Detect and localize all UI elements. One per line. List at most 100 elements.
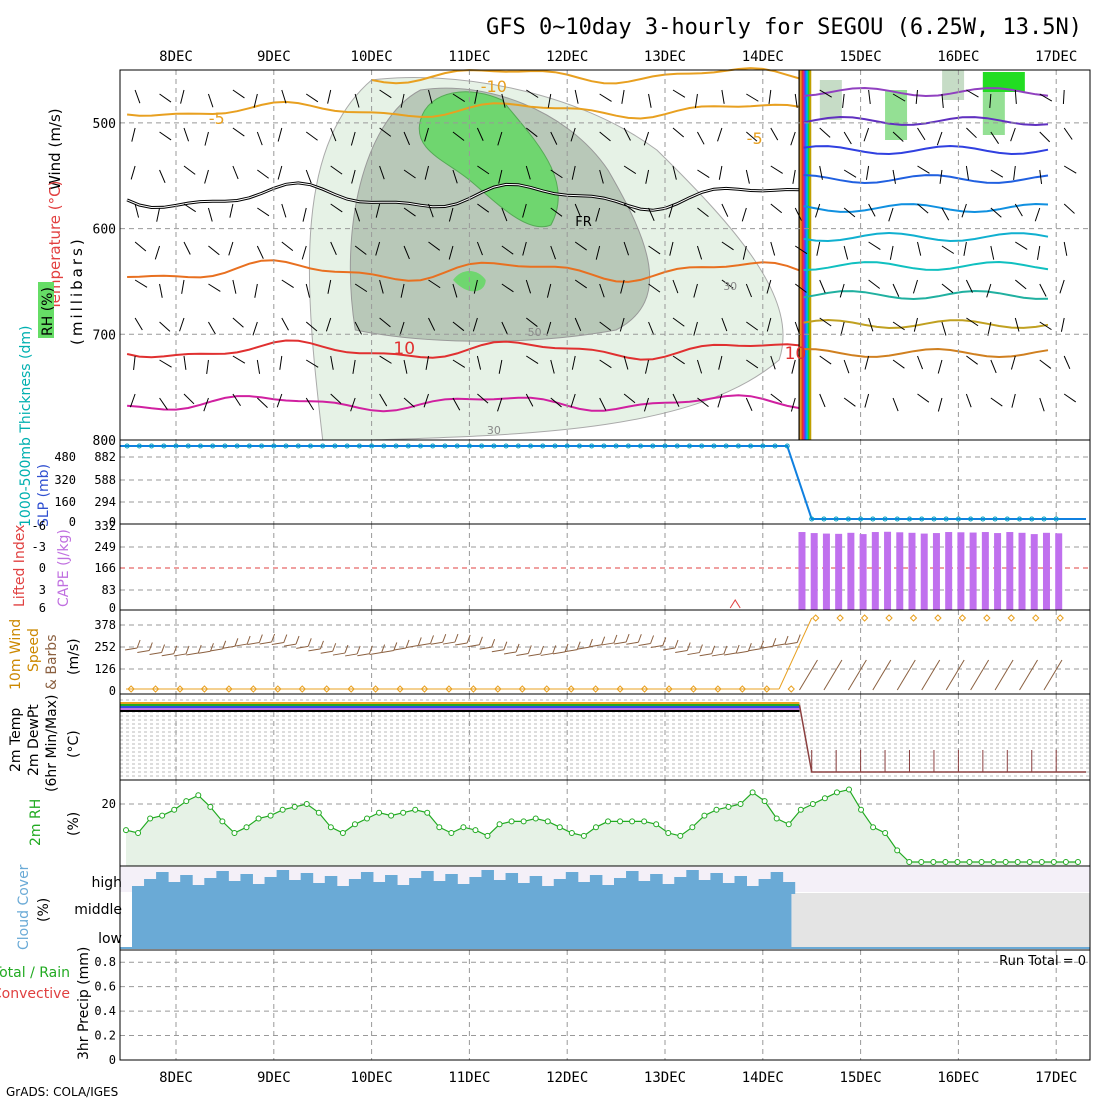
wind-barb: [696, 359, 703, 374]
rh2m-point: [894, 847, 901, 854]
wind-barb: [791, 359, 796, 374]
bottom-day-label: 16DEC: [937, 1070, 979, 1086]
cloud-level-high: high: [91, 875, 122, 891]
rh-patch: [819, 80, 842, 120]
contour-label: -5: [209, 109, 225, 128]
wind-barb: [1014, 89, 1017, 104]
rh2m-point: [388, 812, 395, 819]
wind-barb: [472, 317, 478, 332]
wind10-point: [249, 685, 258, 693]
wind-barb: [697, 131, 705, 145]
wind10-barb: [970, 659, 990, 691]
wind-barb: [892, 169, 896, 184]
rh2m-point: [858, 806, 865, 813]
wind-barb: [672, 165, 677, 180]
wind-barb: [252, 321, 258, 336]
cloud-high-bar: [445, 874, 458, 894]
wind-barb: [770, 203, 783, 214]
slp-point: [772, 443, 778, 449]
wind-barb: [134, 89, 141, 104]
wind-barb: [1039, 397, 1045, 412]
wind-barb: [717, 393, 723, 408]
wind-barb: [819, 317, 832, 327]
rh2m-point: [978, 859, 985, 865]
rh2m-point: [183, 798, 190, 805]
wind-barb: [134, 279, 148, 288]
rh2m-point: [1074, 859, 1081, 865]
wind10-barb-flag: [576, 641, 581, 650]
wind-barb: [620, 279, 625, 294]
rh-patch: [885, 90, 908, 140]
wind10-barb: [1043, 659, 1063, 691]
wind-barb: [571, 355, 576, 370]
credit-label: GrADS: COLA/IGES: [6, 1085, 118, 1099]
slp-point: [271, 443, 277, 449]
slp-point: [821, 516, 827, 522]
wind-barb: [766, 317, 772, 332]
wind-barb: [232, 355, 246, 364]
precip-tick: 0.6: [94, 980, 116, 994]
rh2m-tick: 20: [102, 797, 116, 811]
wind-barb: [354, 245, 367, 255]
slp-point: [845, 516, 851, 522]
wind-barb: [375, 241, 381, 256]
wind-barb: [917, 203, 929, 214]
wind10-barb-flag: [711, 645, 716, 654]
contour-line: [803, 86, 1049, 98]
wind10-barb-flag: [283, 634, 288, 643]
precip-panel-frame: [119, 949, 1091, 1061]
rh2m-point: [400, 809, 407, 816]
rh2m-point: [773, 815, 780, 822]
wind-barb: [963, 241, 967, 256]
wind10-barb: [921, 659, 941, 691]
wind-barb: [621, 89, 625, 104]
wind-barb: [623, 393, 636, 404]
wind-barb: [645, 359, 650, 374]
rh-patch: [982, 72, 1025, 92]
slp-point: [748, 443, 754, 449]
wind-barb: [643, 397, 650, 412]
wind-barb: [941, 283, 954, 294]
slp-point: [711, 443, 717, 449]
wind10-barb: [638, 643, 651, 646]
wind-barb: [305, 283, 311, 298]
wind-barb: [599, 321, 612, 331]
cloud-high-bar: [276, 870, 290, 894]
slp-point: [307, 443, 313, 449]
wind-barb: [888, 207, 894, 222]
run-total-label: Run Total = 0: [999, 954, 1086, 969]
wind10-barb: [552, 651, 566, 655]
wind10-barb: [896, 659, 916, 691]
wind-barb: [452, 321, 465, 332]
cloud-high-bar: [252, 884, 265, 894]
wind-barb: [403, 245, 410, 260]
cape-bar: [1018, 532, 1026, 610]
wind-barb: [525, 165, 531, 180]
slp-point: [515, 443, 521, 449]
wind10-barb: [247, 642, 260, 646]
wind-barb: [379, 393, 388, 407]
cloud-high-bar: [758, 879, 772, 894]
wind-barb: [648, 93, 652, 108]
wind-barb: [868, 317, 874, 332]
slp-point: [503, 443, 509, 449]
slp-point: [405, 443, 411, 449]
rh2m-point: [303, 801, 310, 807]
wind-barb: [425, 355, 429, 370]
wind-barb: [281, 89, 287, 104]
wind-barb: [990, 131, 1000, 144]
rh2m-point: [135, 830, 142, 836]
wind-barb: [917, 127, 926, 141]
temp2m-label-1: 2m Temp: [8, 708, 24, 772]
wind10-point: [518, 685, 527, 693]
slp-point: [735, 443, 741, 449]
wind10-barb: [235, 643, 248, 647]
cloud-cover-panel: high middle low Cloud Cover (%): [16, 864, 1091, 951]
cloud-fill: [120, 867, 1090, 949]
wind-barb: [1034, 207, 1041, 222]
rh2m-point: [882, 830, 889, 836]
slp-point: [540, 443, 546, 449]
wind-barb: [350, 397, 356, 412]
wind10-barb: [614, 641, 627, 645]
slp-point: [491, 443, 497, 449]
